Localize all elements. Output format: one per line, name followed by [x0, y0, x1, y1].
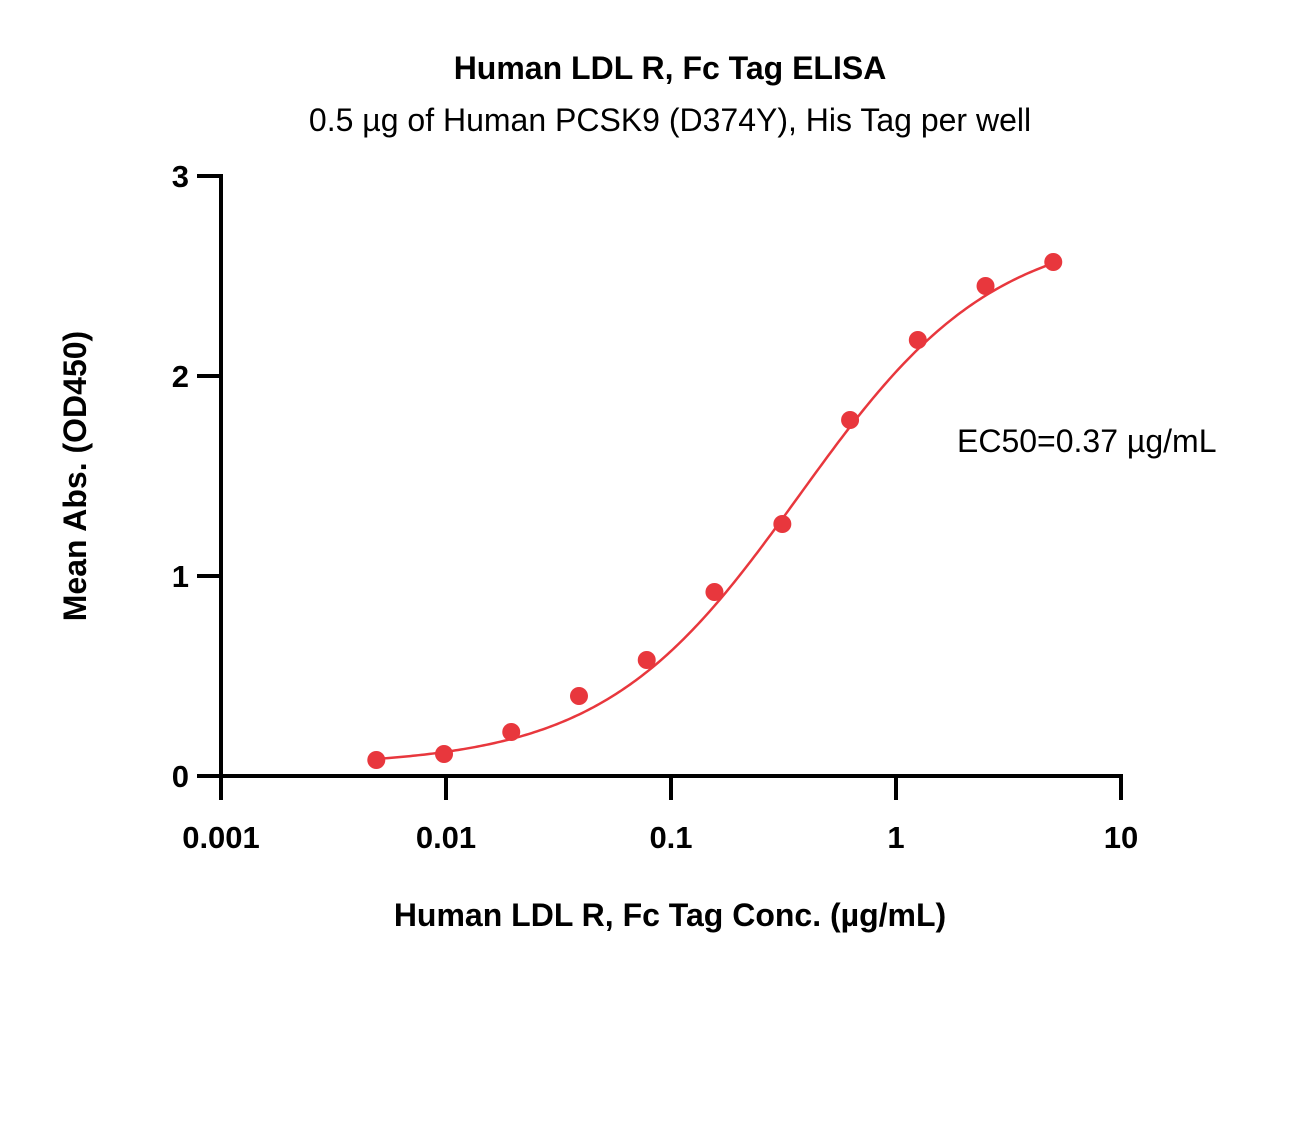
y-tick-label: 2	[172, 359, 189, 394]
chart-title: Human LDL R, Fc Tag ELISA	[454, 50, 887, 86]
x-tick-label: 0.001	[182, 820, 260, 855]
data-point	[773, 515, 792, 533]
x-axis-label: Human LDL R, Fc Tag Conc. (µg/mL)	[394, 897, 946, 933]
data-point	[637, 651, 656, 669]
ec50-annotation: EC50=0.37 µg/mL	[957, 423, 1216, 459]
data-point	[569, 687, 588, 705]
data-point	[367, 751, 386, 769]
data-point	[976, 277, 995, 295]
x-tick-label: 10	[1104, 820, 1138, 855]
x-tick-label: 1	[887, 820, 904, 855]
x-ticks: 0.001 0.01 0.1 1 10	[182, 776, 1138, 855]
x-tick-label: 0.01	[416, 820, 476, 855]
fit-curve	[376, 262, 1054, 761]
data-points	[367, 253, 1063, 769]
data-point	[908, 331, 927, 349]
data-point	[705, 583, 724, 601]
data-point	[435, 745, 454, 763]
data-point	[502, 723, 521, 741]
axes	[219, 174, 1123, 778]
data-point	[841, 411, 860, 429]
chart-subtitle: 0.5 µg of Human PCSK9 (D374Y), His Tag p…	[309, 102, 1031, 138]
x-tick-label: 0.1	[649, 820, 692, 855]
y-ticks: 0 1 2 3	[172, 159, 221, 794]
y-tick-label: 0	[172, 759, 189, 794]
y-axis-label: Mean Abs. (OD450)	[57, 331, 93, 621]
data-point	[1044, 253, 1063, 271]
y-tick-label: 3	[172, 159, 189, 194]
y-tick-label: 1	[172, 559, 189, 594]
